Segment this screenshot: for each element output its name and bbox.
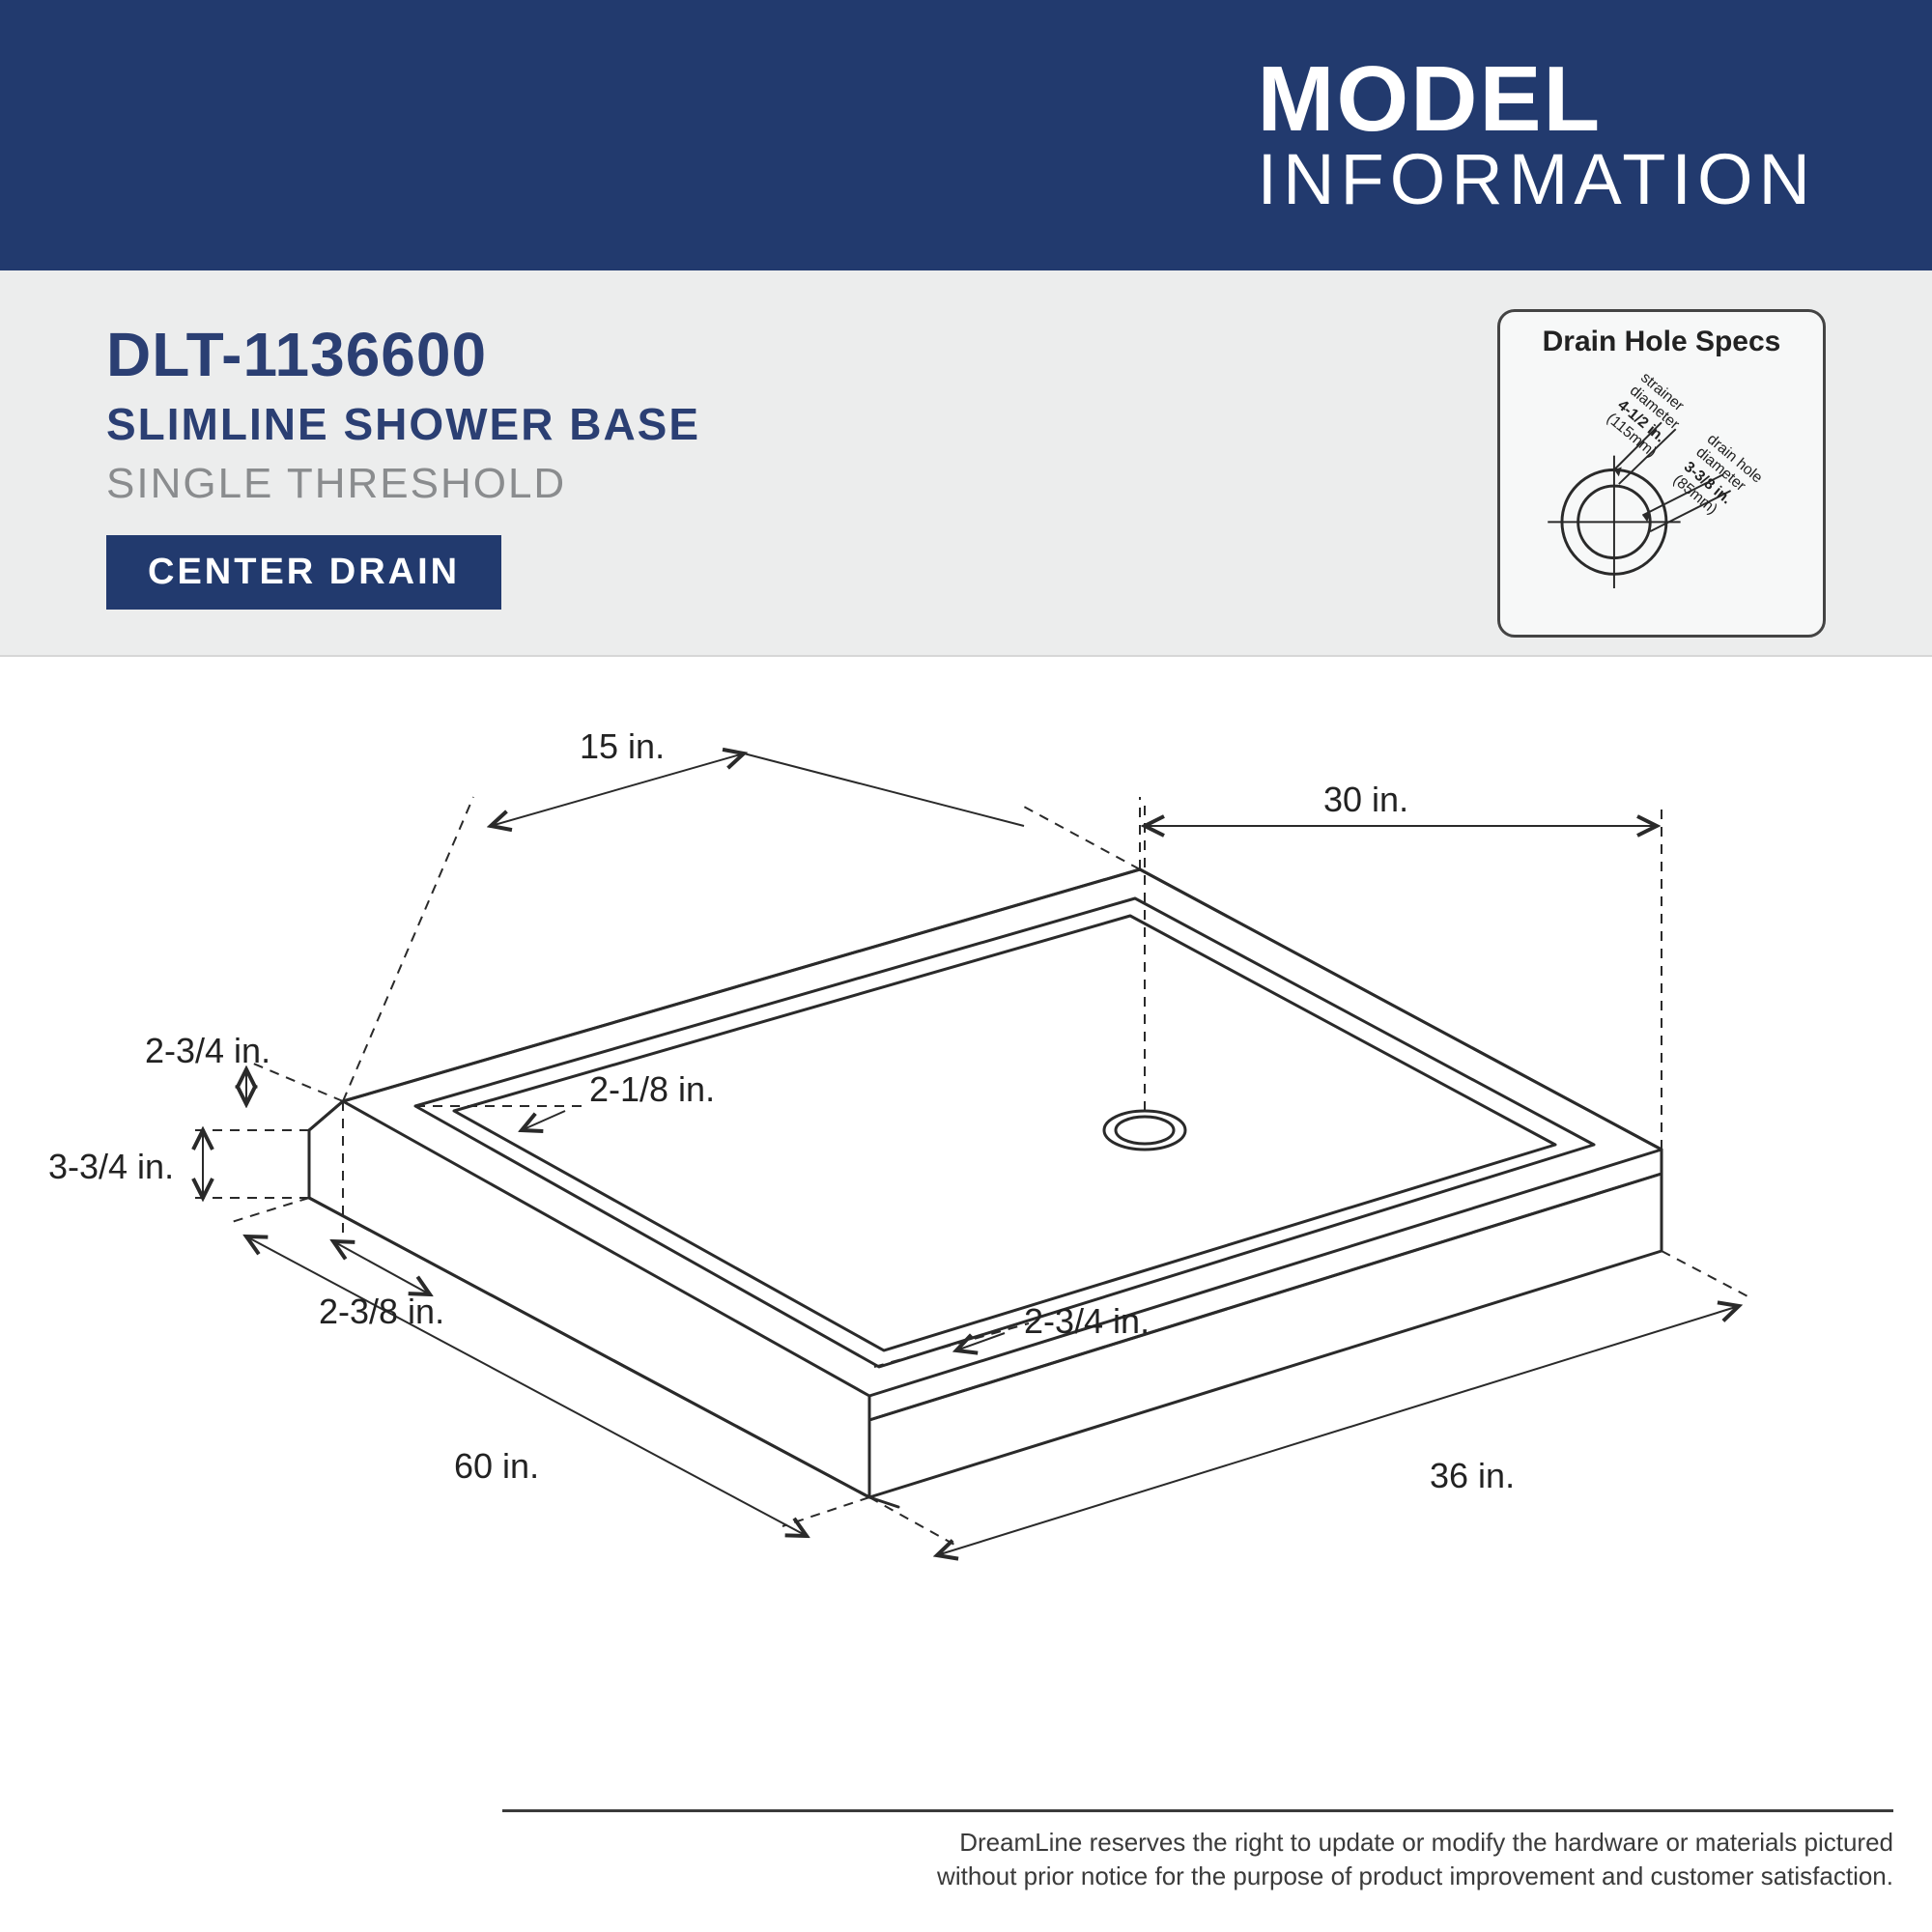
dim-60: 60 in. bbox=[454, 1446, 539, 1486]
dim-2-3-4-top: 2-3/4 in. bbox=[145, 1031, 270, 1070]
footnote-line1: DreamLine reserves the right to update o… bbox=[502, 1826, 1893, 1860]
drain-specs-title: Drain Hole Specs bbox=[1510, 326, 1813, 358]
dim-2-3-8: 2-3/8 in. bbox=[319, 1292, 444, 1331]
drain-badge: CENTER DRAIN bbox=[106, 535, 501, 610]
dim-2-3-4-mid: 2-3/4 in. bbox=[1024, 1301, 1150, 1341]
header-title: MODEL INFORMATION bbox=[1258, 55, 1816, 214]
drain-specs-box: Drain Hole Specs strainer bbox=[1497, 309, 1826, 638]
header-title-line1: MODEL bbox=[1258, 55, 1816, 143]
drain-specs-diagram: strainer diameter 4-1/2 in. (115mm) drai… bbox=[1510, 358, 1813, 619]
diagram-area: 15 in. 30 in. 2-3/4 in. 3-3/4 in. 2-1/8 … bbox=[0, 657, 1932, 1932]
dim-15: 15 in. bbox=[580, 726, 665, 766]
technical-diagram: 15 in. 30 in. 2-3/4 in. 3-3/4 in. 2-1/8 … bbox=[0, 657, 1932, 1932]
dim-36: 36 in. bbox=[1430, 1456, 1515, 1495]
footnote-line2: without prior notice for the purpose of … bbox=[502, 1860, 1893, 1893]
dim-3-3-4: 3-3/4 in. bbox=[48, 1147, 174, 1186]
header-title-line2: INFORMATION bbox=[1258, 144, 1816, 215]
header-banner: MODEL INFORMATION bbox=[0, 0, 1932, 270]
footnote: DreamLine reserves the right to update o… bbox=[502, 1809, 1893, 1893]
info-strip: DLT-1136600 SLIMLINE SHOWER BASE SINGLE … bbox=[0, 270, 1932, 657]
dim-2-1-8: 2-1/8 in. bbox=[589, 1069, 715, 1109]
dim-30: 30 in. bbox=[1323, 780, 1408, 819]
